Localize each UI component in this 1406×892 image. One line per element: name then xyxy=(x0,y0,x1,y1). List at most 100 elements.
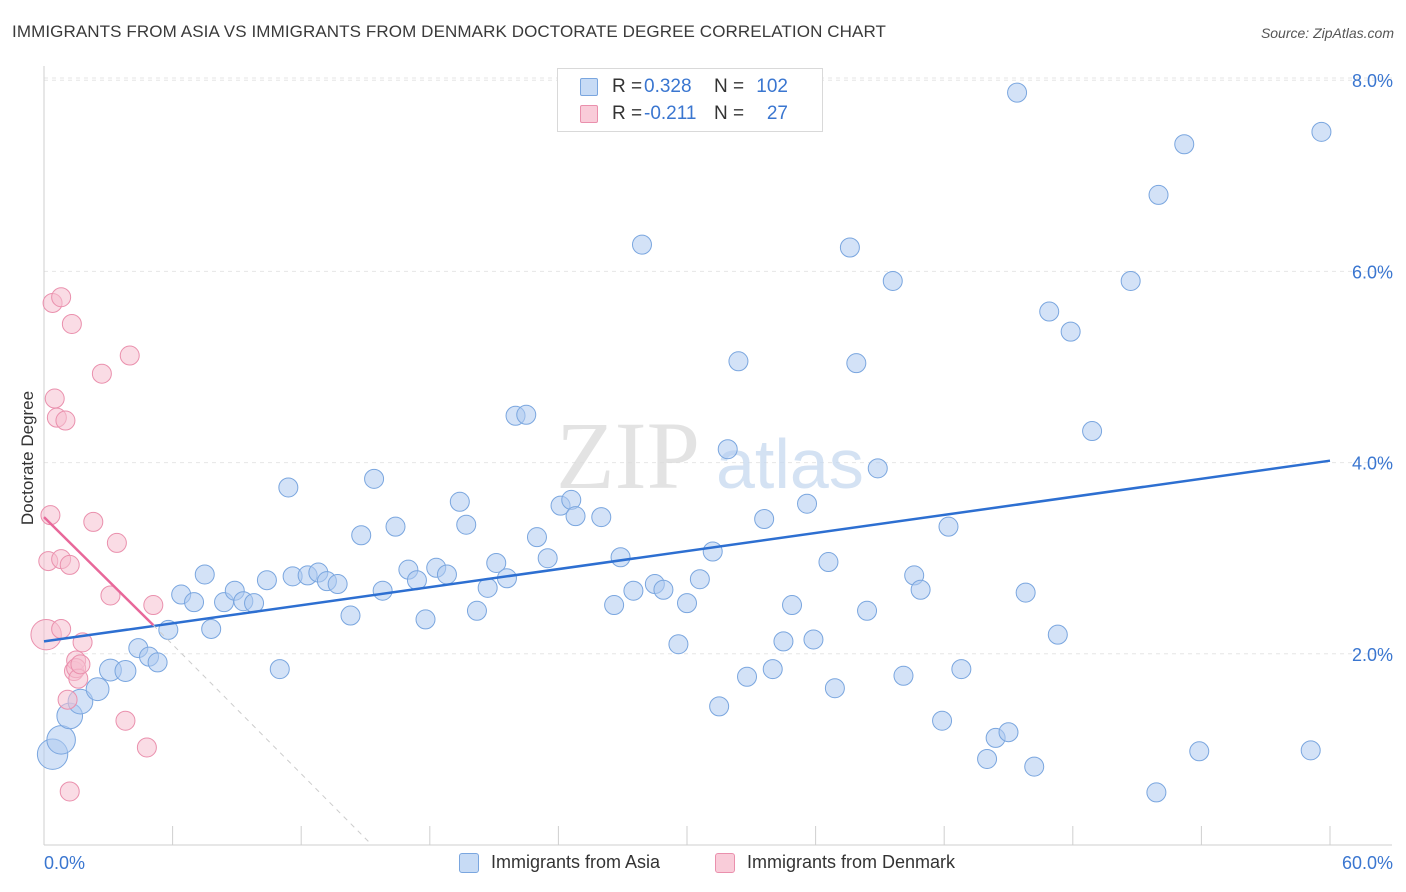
asia-point-90 xyxy=(1039,301,1060,322)
denmark-point-12 xyxy=(59,781,80,802)
legend-asia-label: Immigrants from Asia xyxy=(491,852,661,872)
denmark-r-label: R = xyxy=(612,103,643,124)
asia-point-26 xyxy=(327,574,348,595)
asia-n-value: 102 xyxy=(756,76,788,97)
asia-point-28 xyxy=(351,525,372,546)
asia-point-27 xyxy=(340,605,361,626)
axes xyxy=(43,66,1392,846)
asia-point-66 xyxy=(762,659,783,680)
correlation-legend: R = 0.328 N = 102 R = -0.211 N = 27 xyxy=(557,68,823,132)
asia-r-value: 0.328 xyxy=(644,76,692,97)
asia-point-76 xyxy=(867,458,888,479)
y-tick-label-3: 8.0% xyxy=(1352,71,1393,91)
tick-labels: 2.0% 4.0% 6.0% 8.0% 0.0% 60.0% xyxy=(44,71,1393,873)
asia-point-92 xyxy=(1060,321,1081,342)
asia-n-label: N = xyxy=(714,76,745,97)
asia-point-52 xyxy=(610,547,631,568)
denmark-swatch xyxy=(580,105,598,123)
legend-item-asia: Immigrants from Asia xyxy=(459,852,660,873)
asia-point-63 xyxy=(728,351,749,372)
asia-point-41 xyxy=(486,552,507,573)
asia-point-72 xyxy=(824,678,845,699)
denmark-point-18 xyxy=(70,654,91,675)
asia-point-81 xyxy=(932,710,953,731)
asia-point-21 xyxy=(278,477,299,498)
series-denmark-points xyxy=(30,287,164,802)
asia-point-80 xyxy=(910,579,931,600)
y-tick-label-0: 2.0% xyxy=(1352,645,1393,665)
denmark-point-24 xyxy=(115,710,136,731)
asia-point-20 xyxy=(269,659,290,680)
asia-point-54 xyxy=(631,234,652,255)
asia-point-91 xyxy=(1047,624,1068,645)
asia-point-57 xyxy=(668,634,689,655)
legend-row-denmark: R = -0.211 N = 27 xyxy=(580,102,788,126)
asia-point-37 xyxy=(449,491,470,512)
asia-point-31 xyxy=(385,516,406,537)
x-tick-label-0: 0.0% xyxy=(44,853,85,873)
asia-point-67 xyxy=(773,631,794,652)
asia-point-49 xyxy=(565,506,586,527)
asia-point-69 xyxy=(797,493,818,514)
asia-point-99 xyxy=(1300,740,1321,761)
asia-point-83 xyxy=(951,659,972,680)
asia-point-45 xyxy=(526,527,547,548)
asia-point-46 xyxy=(537,548,558,569)
asia-point-53 xyxy=(623,580,644,601)
asia-point-95 xyxy=(1146,782,1167,803)
asia-point-59 xyxy=(689,569,710,590)
asia-point-12 xyxy=(184,592,205,613)
asia-point-1 xyxy=(46,725,76,755)
denmark-r-value: -0.211 xyxy=(644,103,697,124)
asia-point-58 xyxy=(677,593,697,614)
watermark-zip: ZIP xyxy=(556,402,700,509)
y-tick-label-1: 4.0% xyxy=(1352,454,1393,474)
asia-point-9 xyxy=(147,652,168,673)
asia-point-86 xyxy=(998,722,1019,743)
asia-point-94 xyxy=(1120,270,1141,291)
asia-trend-line xyxy=(43,459,1331,643)
asia-point-100 xyxy=(1311,121,1332,142)
asia-point-60 xyxy=(702,541,723,562)
asia-point-74 xyxy=(846,353,867,374)
asia-point-62 xyxy=(717,439,738,460)
asia-r-label: R = xyxy=(612,76,643,97)
denmark-point-27 xyxy=(143,595,164,616)
denmark-point-13 xyxy=(61,313,82,334)
denmark-point-22 xyxy=(100,585,121,606)
legend-asia-swatch xyxy=(459,852,479,873)
asia-point-87 xyxy=(1007,82,1028,103)
grid-lines xyxy=(44,77,1392,655)
asia-point-30 xyxy=(372,580,393,601)
watermark-atlas: atlas xyxy=(716,425,864,503)
asia-point-73 xyxy=(839,237,860,258)
y-tick-label-2: 6.0% xyxy=(1352,262,1393,282)
denmark-n-label: N = xyxy=(714,103,745,124)
asia-point-51 xyxy=(604,595,625,616)
asia-point-14 xyxy=(201,618,222,639)
denmark-point-11 xyxy=(59,554,80,575)
asia-swatch xyxy=(580,78,598,96)
asia-point-88 xyxy=(1015,582,1036,603)
source-note: Source: ZipAtlas.com xyxy=(1260,25,1394,41)
asia-point-38 xyxy=(456,514,477,535)
asia-point-93 xyxy=(1082,421,1103,442)
denmark-point-25 xyxy=(119,345,140,366)
asia-point-68 xyxy=(782,595,803,616)
asia-point-34 xyxy=(415,609,436,630)
asia-point-50 xyxy=(591,507,612,528)
denmark-point-23 xyxy=(106,532,127,553)
legend-denmark-swatch xyxy=(715,852,735,873)
denmark-point-8 xyxy=(51,287,72,308)
asia-point-75 xyxy=(857,600,878,621)
legend-denmark-label: Immigrants from Denmark xyxy=(747,852,956,872)
denmark-trend-line xyxy=(43,516,155,627)
series-legend: Immigrants from Asia Immigrants from Den… xyxy=(0,852,1406,878)
denmark-point-26 xyxy=(136,737,157,758)
asia-point-89 xyxy=(1024,756,1045,777)
denmark-point-20 xyxy=(83,511,104,532)
asia-point-19 xyxy=(256,570,277,591)
asia-point-84 xyxy=(977,748,998,769)
asia-point-77 xyxy=(882,270,903,291)
denmark-trend-extension xyxy=(152,624,373,846)
